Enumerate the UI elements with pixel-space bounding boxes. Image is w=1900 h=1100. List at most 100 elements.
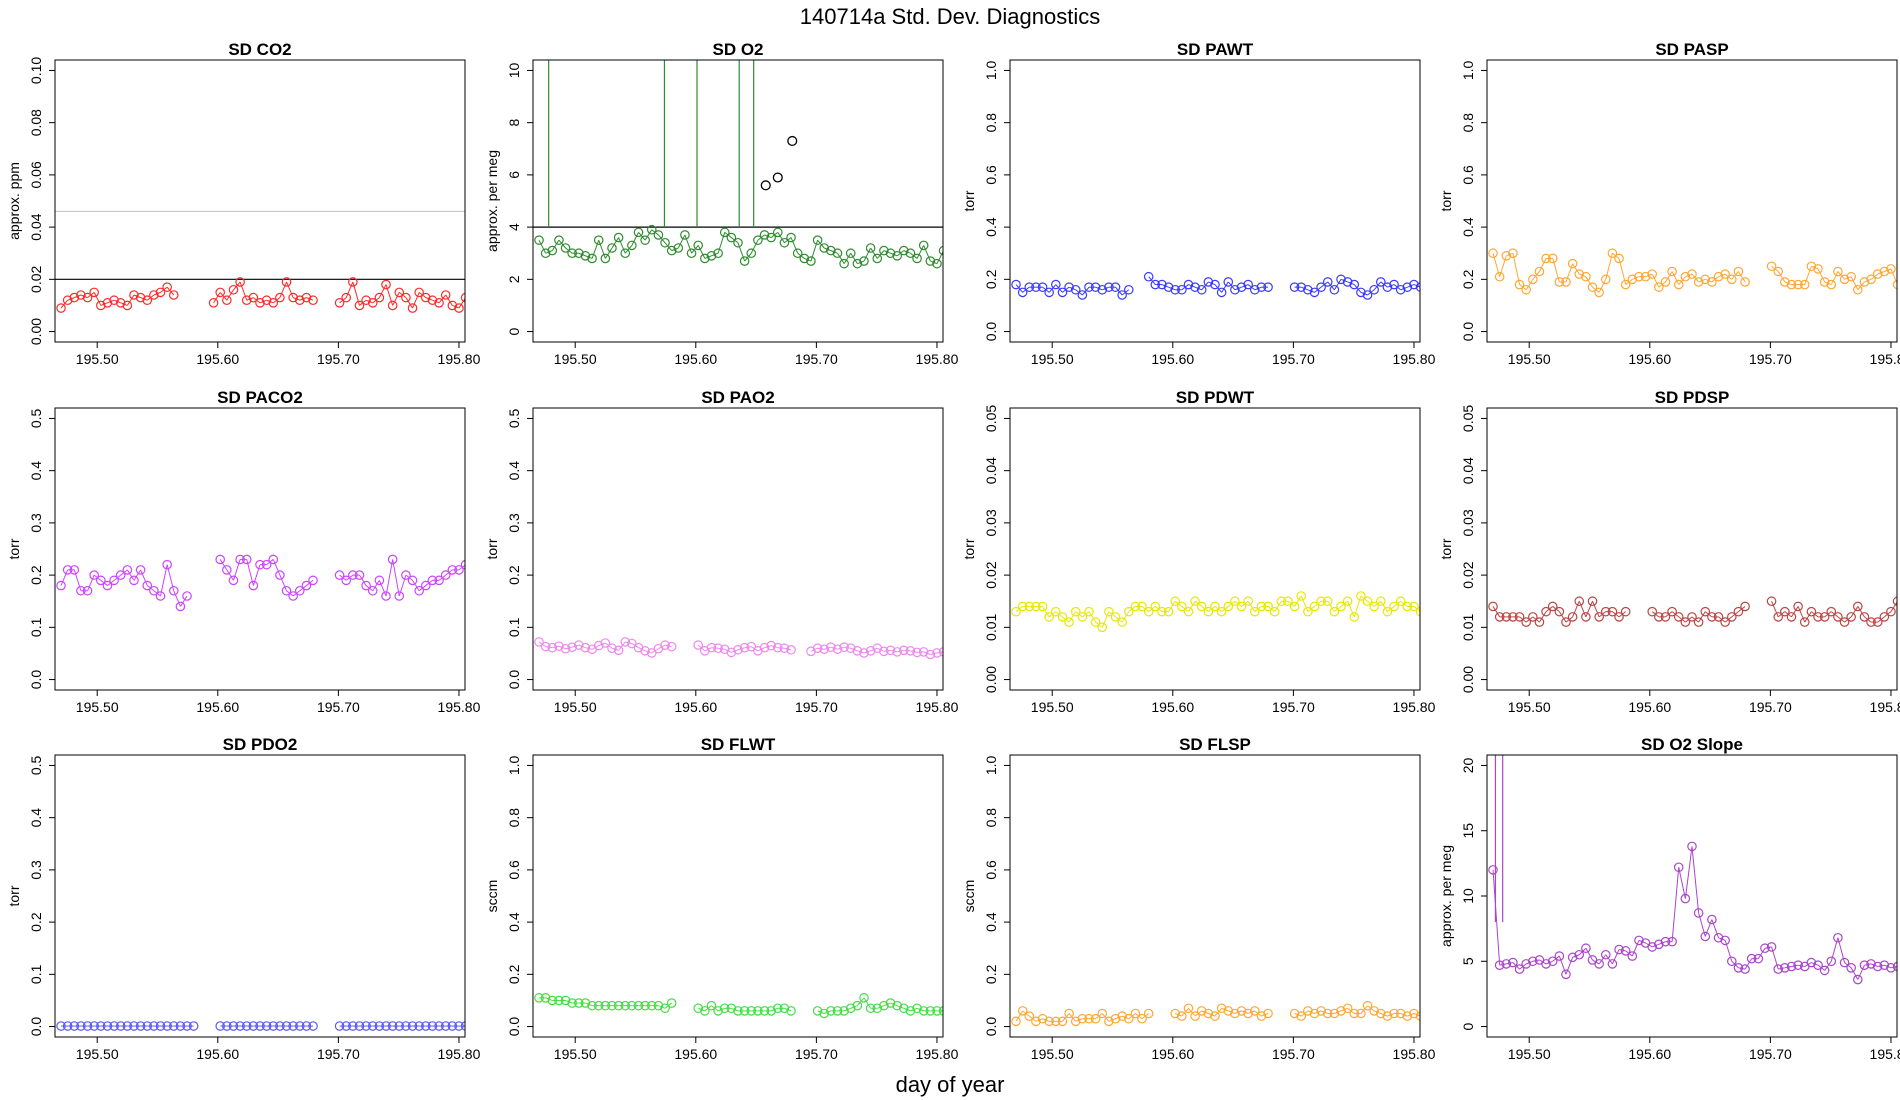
- data-point: [1051, 1016, 1061, 1027]
- series-segment: [711, 647, 719, 649]
- data-point: [1289, 282, 1300, 292]
- series-segment: [1168, 286, 1176, 291]
- data-point: [82, 585, 93, 596]
- series-segment: [698, 1007, 706, 1012]
- data-point: [427, 1021, 438, 1031]
- data-point: [1415, 606, 1420, 617]
- data-point: [69, 1021, 80, 1031]
- data-point: [1587, 596, 1598, 607]
- y-tick-label: 1.0: [983, 756, 999, 776]
- data-point: [1263, 601, 1273, 612]
- data-point: [1336, 274, 1346, 285]
- data-point: [1190, 1011, 1200, 1021]
- data-point: [1806, 261, 1817, 272]
- y-tick-label: 0.6: [506, 860, 522, 880]
- data-point: [1892, 279, 1897, 290]
- series-segment: [73, 569, 82, 591]
- data-point: [228, 284, 239, 295]
- panel-sd-paco2: SD PACO2 torr 0.0 0.1 0.2 0.3 0.4 0.5 195.50 195.…: [6, 388, 481, 715]
- series-segment: [1035, 1018, 1043, 1022]
- data-point: [1680, 893, 1691, 904]
- series-segment: [1784, 966, 1792, 969]
- y-tick-label: 0.04: [983, 457, 999, 484]
- series-segment: [711, 252, 719, 257]
- data-point: [1508, 612, 1518, 622]
- data-point: [1070, 1016, 1081, 1027]
- data-point: [401, 570, 411, 580]
- data-point: [1707, 612, 1717, 622]
- data-point: [786, 232, 796, 243]
- series-segment: [266, 299, 274, 304]
- x-tick-label: 195.80: [438, 351, 481, 367]
- data-point: [281, 277, 292, 287]
- series-segment: [784, 1007, 792, 1012]
- data-point: [1700, 274, 1711, 285]
- data-point: [812, 235, 823, 245]
- series-segment: [1387, 284, 1395, 288]
- series-segment: [1188, 1007, 1196, 1017]
- data-point: [454, 303, 464, 313]
- data-point: [1793, 279, 1803, 290]
- series-segment: [1658, 941, 1666, 945]
- series-segment: [1062, 1013, 1070, 1022]
- data-point: [534, 637, 544, 647]
- y-tick-label: 0.00: [1460, 666, 1476, 693]
- series-segment: [843, 1007, 851, 1012]
- data-point: [899, 1003, 909, 1014]
- data-point: [168, 585, 179, 596]
- panel-title: SD CO2: [228, 40, 291, 59]
- data-point: [852, 646, 863, 656]
- data-point: [288, 1021, 298, 1031]
- data-point: [1547, 601, 1558, 612]
- data-point: [1322, 1008, 1333, 1019]
- y-tick-label: 0.01: [1460, 613, 1476, 640]
- x-tick-label: 195.70: [1272, 1046, 1315, 1062]
- data-point: [1289, 601, 1300, 612]
- series-segment: [930, 652, 938, 655]
- series-segment: [1247, 1010, 1255, 1014]
- data-point: [1177, 284, 1187, 295]
- series-segment: [598, 239, 606, 259]
- data-point: [1700, 606, 1711, 617]
- data-point: [1336, 601, 1346, 612]
- data-point: [421, 292, 431, 303]
- series-segment: [1698, 278, 1706, 283]
- series-segment: [1407, 1013, 1415, 1017]
- data-point: [341, 292, 352, 303]
- series-segment: [591, 239, 600, 259]
- data-point: [1726, 274, 1737, 285]
- data-point: [1376, 596, 1386, 607]
- data-point: [387, 1021, 398, 1031]
- series-segment: [1824, 281, 1832, 286]
- data-point: [215, 1021, 226, 1031]
- data-point: [1667, 936, 1677, 947]
- plot-area: [1488, 755, 1897, 985]
- x-tick-label: 195.70: [1272, 699, 1315, 715]
- y-tick-label: 0.2: [506, 565, 522, 585]
- x-tick-label: 195.80: [1870, 699, 1900, 715]
- series-segment: [1757, 947, 1766, 959]
- series-segment: [1837, 271, 1845, 280]
- x-tick-label: 195.60: [1628, 1046, 1671, 1062]
- series-segment: [917, 651, 924, 653]
- x-tick-label: 195.60: [1628, 699, 1671, 715]
- series-segment: [558, 239, 566, 249]
- data-point: [547, 995, 558, 1006]
- data-point: [149, 585, 159, 596]
- x-tick-label: 195.50: [76, 1046, 119, 1062]
- data-point: [168, 290, 179, 300]
- x-tick-label: 195.60: [196, 1046, 239, 1062]
- data-point: [1362, 1000, 1373, 1011]
- series-segment: [458, 297, 465, 309]
- data-point: [932, 258, 942, 269]
- panel-frame: [54, 407, 466, 691]
- x-tick-label: 195.70: [795, 351, 838, 367]
- series-segment: [565, 999, 573, 1004]
- series-segment: [691, 245, 699, 254]
- data-point: [69, 292, 80, 303]
- series-segment: [1208, 281, 1216, 286]
- data-point: [753, 1006, 763, 1016]
- series-segment: [1261, 1013, 1269, 1017]
- data-point: [1322, 277, 1333, 287]
- data-point: [62, 1021, 73, 1031]
